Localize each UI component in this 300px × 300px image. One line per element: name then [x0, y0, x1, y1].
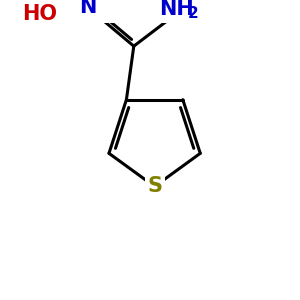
Text: S: S	[147, 176, 162, 196]
Text: HO: HO	[22, 4, 57, 24]
Text: N: N	[79, 0, 96, 17]
Text: 2: 2	[188, 6, 198, 21]
Text: NH: NH	[159, 0, 194, 19]
